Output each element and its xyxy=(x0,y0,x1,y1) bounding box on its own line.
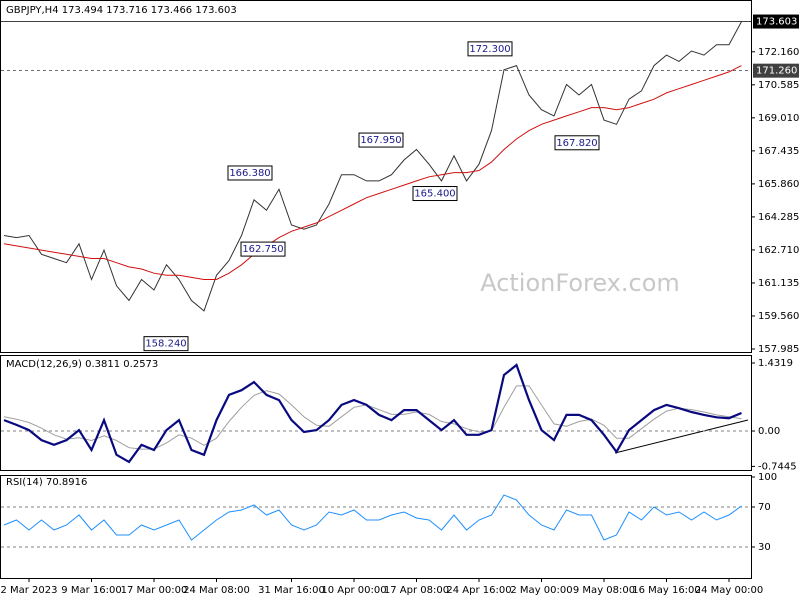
series-line xyxy=(3,65,742,280)
annotation-label: 162.750 xyxy=(242,244,283,255)
annotation-label: 158.240 xyxy=(145,339,186,350)
x-tick-label: 2 Mar 2023 xyxy=(0,585,57,596)
annotation-box xyxy=(467,41,513,57)
macd-frame xyxy=(0,355,752,471)
y-tick-label: 167.435 xyxy=(758,146,799,157)
y-tick-label: 157.985 xyxy=(758,344,799,355)
trend-line xyxy=(614,419,749,454)
series-line xyxy=(3,363,742,464)
x-tick-label: 31 Mar 16:00 xyxy=(258,585,325,596)
x-tick-label: 24 Mar 08:00 xyxy=(183,585,250,596)
panel-title: GBPJPY,H4 173.494 173.716 173.466 173.60… xyxy=(6,5,237,16)
annotation-label: 165.400 xyxy=(414,189,455,200)
y-tick-label: -0.7445 xyxy=(758,461,797,472)
annotation-label: 167.820 xyxy=(556,138,597,149)
x-tick-label: 2 May 00:00 xyxy=(510,585,572,596)
y-tick-label: 165.860 xyxy=(758,179,799,190)
y-tick-label: 162.710 xyxy=(758,245,799,256)
x-tick-label: 10 Apr 00:00 xyxy=(321,585,386,596)
y-tick-label: 170.585 xyxy=(758,80,799,91)
x-tick-label: 24 Apr 16:00 xyxy=(446,585,511,596)
series-line xyxy=(3,21,742,312)
y-tick-label: 70 xyxy=(758,502,771,513)
x-tick-label: 16 May 16:00 xyxy=(632,585,701,596)
x-tick-label: 24 May 00:00 xyxy=(695,585,764,596)
annotation-label: 172.300 xyxy=(469,44,510,55)
annotation-box xyxy=(240,241,286,257)
series-line xyxy=(3,385,742,450)
series-line xyxy=(3,494,742,541)
y-tick-label: 159.560 xyxy=(758,311,799,322)
y-tick-label: 169.010 xyxy=(758,113,799,124)
watermark: ActionForex.com xyxy=(480,269,680,297)
annotation-box xyxy=(227,165,273,181)
price-label: 173.603 xyxy=(756,17,797,28)
price-label-box xyxy=(753,14,799,29)
y-tick-label: 100 xyxy=(758,472,777,483)
x-tick-label: 17 Mar 00:00 xyxy=(121,585,188,596)
annotation-label: 167.950 xyxy=(360,135,401,146)
annotation-box xyxy=(143,336,189,352)
annotation-box xyxy=(358,132,404,148)
annotation-label: 166.380 xyxy=(229,168,270,179)
x-tick-label: 9 May 08:00 xyxy=(573,585,635,596)
rsi-frame xyxy=(0,475,752,579)
y-tick-label: 1.4319 xyxy=(758,358,793,369)
y-tick-label: 172.160 xyxy=(758,47,799,58)
annotation-box xyxy=(554,135,600,151)
y-tick-label: 161.135 xyxy=(758,278,799,289)
x-tick-label: 9 Mar 16:00 xyxy=(61,585,121,596)
annotation-box xyxy=(412,186,458,202)
y-tick-label: 30 xyxy=(758,542,771,553)
y-tick-label: 164.285 xyxy=(758,212,799,223)
panel-title: RSI(14) 70.8916 xyxy=(6,477,87,488)
price-label: 171.260 xyxy=(756,66,797,77)
panel-title: MACD(12,26,9) 0.3811 0.2573 xyxy=(6,359,158,370)
price-label-box xyxy=(753,63,799,78)
x-tick-label: 17 Apr 08:00 xyxy=(384,585,449,596)
price-frame xyxy=(0,0,752,353)
y-tick-label: 0.00 xyxy=(758,426,780,437)
